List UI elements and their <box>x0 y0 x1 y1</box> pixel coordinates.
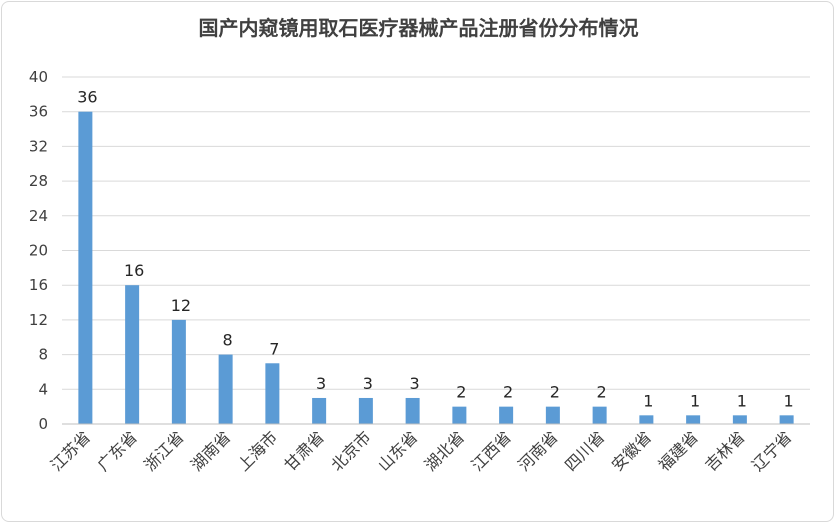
data-label: 3 <box>410 374 420 393</box>
data-label: 2 <box>597 383 607 402</box>
data-label: 1 <box>737 391 747 410</box>
x-category-label: 四川省 <box>561 427 608 474</box>
y-tick-label: 12 <box>29 311 48 329</box>
bar <box>779 415 794 424</box>
x-category-label: 安徽省 <box>608 427 655 474</box>
data-label: 12 <box>171 296 191 315</box>
bar <box>686 415 701 424</box>
x-category-label: 河南省 <box>514 427 561 474</box>
y-tick-label: 4 <box>38 380 48 398</box>
data-label: 16 <box>124 261 144 280</box>
bar <box>218 354 233 424</box>
data-label: 2 <box>503 383 513 402</box>
x-category-label: 北京市 <box>327 427 374 474</box>
bar <box>499 406 514 424</box>
bar <box>265 363 280 424</box>
data-label: 3 <box>316 374 326 393</box>
bar <box>125 285 140 424</box>
y-tick-label: 16 <box>29 276 48 294</box>
data-label: 2 <box>456 383 466 402</box>
x-category-label: 湖南省 <box>187 427 234 474</box>
bar <box>78 111 93 424</box>
x-category-label: 湖北省 <box>421 427 468 474</box>
x-category-label: 江西省 <box>468 427 515 474</box>
x-category-label: 浙江省 <box>140 427 187 474</box>
bar <box>639 415 654 424</box>
data-label: 1 <box>784 391 794 410</box>
data-labels: 36 16 12 8 7 3 3 3 2 2 2 2 1 1 1 1 <box>77 88 794 411</box>
bar <box>312 397 327 424</box>
bar <box>452 406 467 424</box>
bar <box>592 406 607 424</box>
bar <box>545 406 560 424</box>
x-category-label: 江苏省 <box>47 427 94 474</box>
bars <box>78 111 794 424</box>
x-axis-categories: 江苏省 广东省 浙江省 湖南省 上海市 甘肃省 北京市 山东省 湖北省 江西省 河南省 四川省 安徽省福… <box>47 427 796 474</box>
y-tick-label: 40 <box>29 68 48 86</box>
y-tick-label: 8 <box>38 346 48 364</box>
y-tick-label: 24 <box>29 207 48 225</box>
bar <box>405 397 420 424</box>
bar <box>732 415 747 424</box>
x-category-label: 吉林省 <box>701 427 748 474</box>
data-label: 1 <box>643 391 653 410</box>
data-label: 8 <box>223 331 233 350</box>
y-tick-label: 0 <box>38 415 48 433</box>
data-label: 36 <box>77 88 97 107</box>
chart-title: 国产内窥镜用取石医疗器械产品注册省份分布情况 <box>198 16 639 40</box>
y-tick-label: 28 <box>29 172 48 190</box>
data-label: 2 <box>550 383 560 402</box>
bar <box>171 319 186 424</box>
bar <box>358 397 373 424</box>
y-tick-label: 20 <box>29 242 48 260</box>
data-label: 7 <box>269 339 279 358</box>
data-label: 3 <box>363 374 373 393</box>
x-category-label: 山东省 <box>374 427 421 474</box>
y-tick-label: 32 <box>29 137 48 155</box>
data-label: 1 <box>690 391 700 410</box>
x-category-label: 福建省 <box>655 427 702 474</box>
x-category-label: 上海市 <box>234 427 281 474</box>
y-tick-label: 36 <box>29 103 48 121</box>
y-axis-ticks: 0 4 8 12 16 20 24 28 32 36 40 <box>29 68 48 433</box>
x-category-label: 广东省 <box>94 427 141 474</box>
x-category-label: 辽宁省 <box>748 427 795 474</box>
x-category-label: 甘肃省 <box>281 427 328 474</box>
gridlines <box>62 76 810 390</box>
